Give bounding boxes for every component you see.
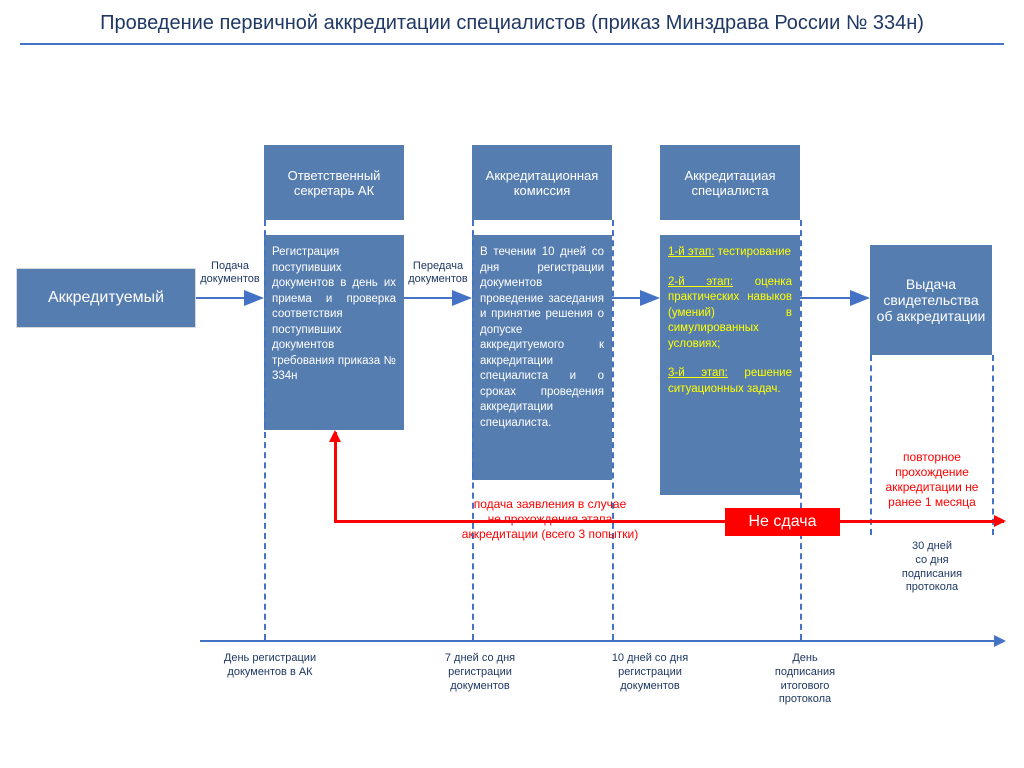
arrow-label-transfer: Передача документов (404, 260, 472, 286)
node-label: Аккредитационная комиссия (478, 168, 606, 198)
stage-2: 2-й этап: оценка практических навыков (у… (668, 275, 792, 353)
stage-2-label: 2-й этап: (668, 276, 733, 288)
dashed-line-4 (800, 220, 802, 640)
stage-1-label: 1-й этап: (668, 246, 714, 258)
node-accredited-person: Аккредитуемый (16, 268, 196, 328)
dashed-line-3 (612, 220, 614, 640)
node-fail: Не сдача (725, 508, 840, 536)
stage-1-text: тестирование (714, 246, 791, 258)
node-label: Аккредитациая специалиста (666, 168, 794, 198)
node-text: Выдача свидетельства об аккредитации (876, 276, 986, 324)
node-secretary-body: Регистрация поступивших документов в ден… (264, 235, 404, 430)
node-commission-body: В течении 10 дней со дня регистрации док… (472, 235, 612, 480)
red-arrow-up (334, 432, 337, 523)
dashed-line-1 (264, 220, 266, 640)
node-certificate: Выдача свидетельства об аккредитации (870, 245, 992, 355)
stage-3: 3-й этап: решение ситуационных задач. (668, 366, 792, 397)
red-arrow-right (840, 520, 1004, 523)
node-text: В течении 10 дней со дня регистрации док… (480, 245, 604, 431)
node-label: Не сдача (748, 513, 816, 531)
page-title: Проведение первичной аккредитации специа… (0, 0, 1024, 43)
note-30days: 30 дней со дня подписания протокола (872, 540, 992, 595)
timeline-label-4: День подписания итогового протокола (760, 652, 850, 707)
node-accreditation-body: 1-й этап: тестирование 2-й этап: оценка … (660, 235, 800, 495)
node-label: Ответственный секретарь АК (270, 168, 398, 198)
red-text-retry: повторное прохождение аккредитации не ра… (872, 450, 992, 510)
title-underline (20, 43, 1004, 45)
timeline-label-2: 7 дней со дня регистрации документов (430, 652, 530, 693)
node-secretary-header: Ответственный секретарь АК (264, 145, 404, 220)
node-label: Аккредитуемый (48, 289, 164, 307)
timeline-label-3: 10 дней со дня регистрации документов (590, 652, 710, 693)
red-text-resubmit: подача заявления в случае не прохождения… (440, 497, 660, 542)
node-text: Регистрация поступивших документов в ден… (272, 245, 396, 385)
timeline-label-1: День регистрации документов в АК (210, 652, 330, 680)
dashed-line-5b (992, 355, 994, 535)
node-commission-header: Аккредитационная комиссия (472, 145, 612, 220)
timeline-axis (200, 640, 1004, 642)
node-accreditation-header: Аккредитациая специалиста (660, 145, 800, 220)
dashed-line-2 (472, 220, 474, 640)
arrow-label-submit: Подача документов (196, 260, 264, 286)
stage-3-label: 3-й этап: (668, 367, 728, 379)
stage-1: 1-й этап: тестирование (668, 245, 792, 261)
